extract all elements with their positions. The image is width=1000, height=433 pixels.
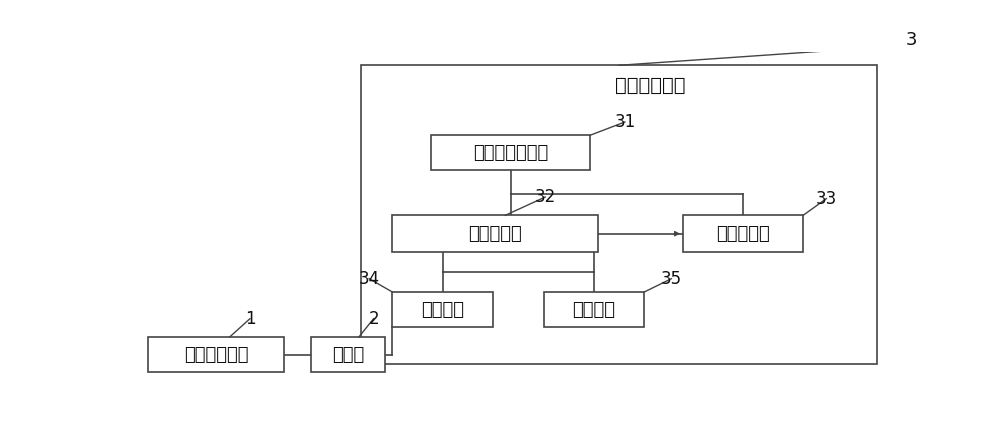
- Bar: [392, 292, 493, 327]
- Bar: [544, 292, 644, 327]
- Text: 第二路管道: 第二路管道: [468, 225, 522, 242]
- Text: 减阻排气口结构: 减阻排气口结构: [473, 144, 548, 162]
- Text: 32: 32: [535, 188, 556, 206]
- Text: 气泵组件: 气泵组件: [572, 301, 615, 319]
- Text: 34: 34: [359, 270, 380, 288]
- Bar: [148, 337, 284, 372]
- Bar: [683, 215, 803, 252]
- Text: 1: 1: [245, 310, 255, 328]
- Text: 控制器: 控制器: [332, 346, 364, 364]
- Text: 33: 33: [816, 190, 837, 208]
- Text: 3: 3: [906, 31, 917, 49]
- Text: 减阻排气装置: 减阻排气装置: [615, 76, 685, 95]
- Bar: [431, 135, 590, 170]
- Text: 35: 35: [661, 270, 682, 288]
- Text: 31: 31: [614, 113, 636, 131]
- Text: 车速检测装置: 车速检测装置: [184, 346, 248, 364]
- Bar: [361, 65, 877, 364]
- Bar: [311, 337, 385, 372]
- Text: 2: 2: [368, 310, 379, 328]
- Bar: [392, 215, 598, 252]
- Text: 第一路管道: 第一路管道: [716, 225, 770, 242]
- Text: 阀门组件: 阀门组件: [421, 301, 464, 319]
